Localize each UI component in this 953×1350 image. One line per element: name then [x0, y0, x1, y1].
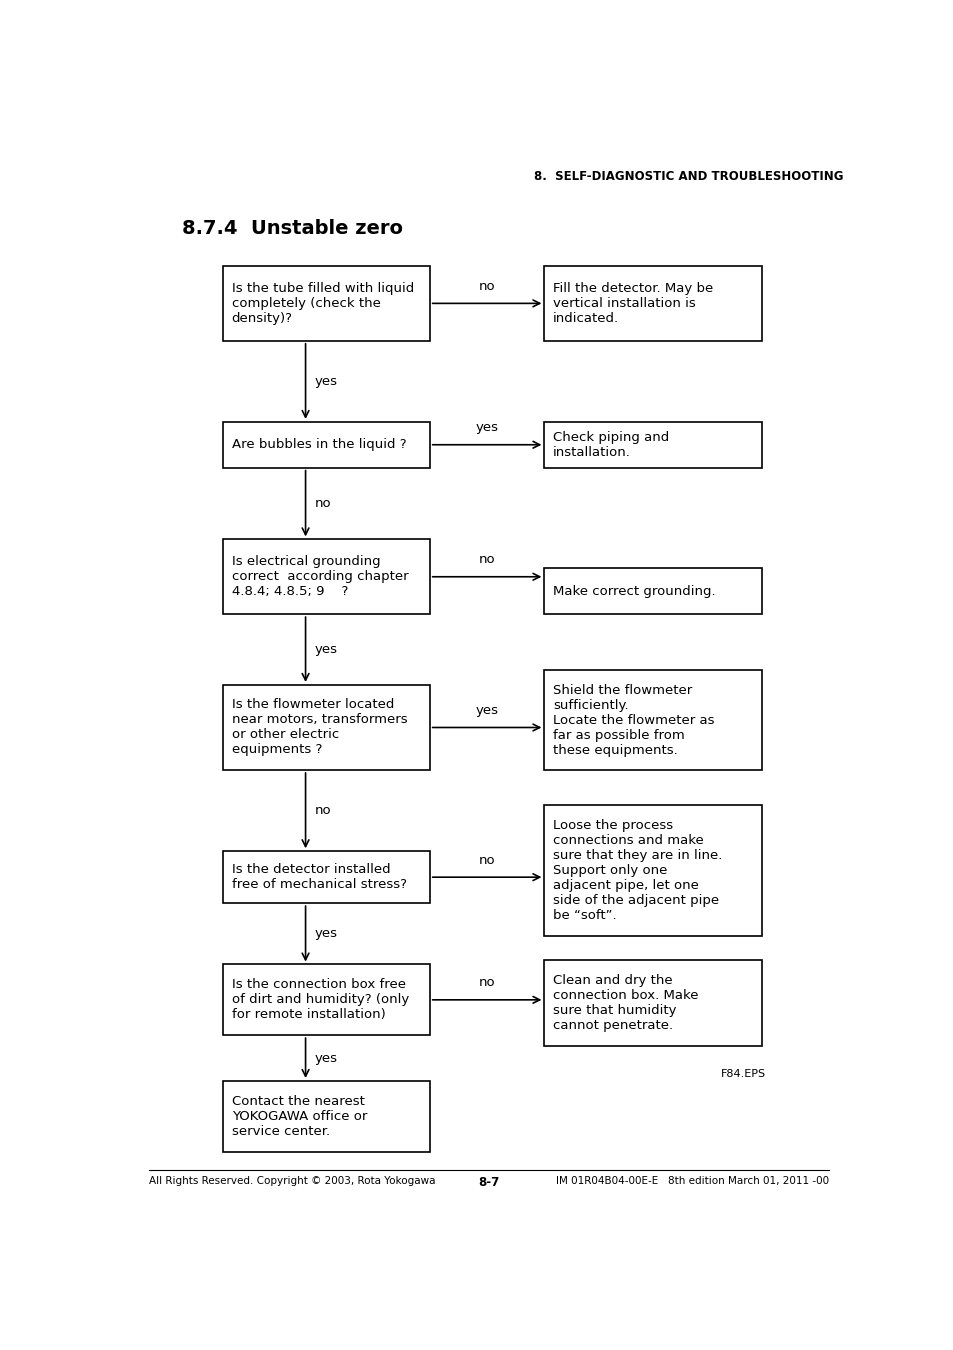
- Text: yes: yes: [314, 1052, 337, 1065]
- Text: Contact the nearest
YOKOGAWA office or
service center.: Contact the nearest YOKOGAWA office or s…: [232, 1095, 367, 1138]
- Text: Shield the flowmeter
sufficiently.
Locate the flowmeter as
far as possible from
: Shield the flowmeter sufficiently. Locat…: [553, 683, 714, 757]
- Text: yes: yes: [314, 927, 337, 941]
- Text: Are bubbles in the liquid ?: Are bubbles in the liquid ?: [232, 439, 406, 451]
- Text: Is the tube filled with liquid
completely (check the
density)?: Is the tube filled with liquid completel…: [232, 282, 414, 325]
- Text: 8.7.4  Unstable zero: 8.7.4 Unstable zero: [182, 219, 403, 238]
- FancyBboxPatch shape: [222, 1081, 429, 1152]
- FancyBboxPatch shape: [222, 964, 429, 1035]
- Text: Clean and dry the
connection box. Make
sure that humidity
cannot penetrate.: Clean and dry the connection box. Make s…: [553, 973, 698, 1031]
- FancyBboxPatch shape: [222, 540, 429, 614]
- Text: IM 01R04B04-00E-E   8th edition March 01, 2011 -00: IM 01R04B04-00E-E 8th edition March 01, …: [556, 1176, 828, 1185]
- Text: All Rights Reserved. Copyright © 2003, Rota Yokogawa: All Rights Reserved. Copyright © 2003, R…: [149, 1176, 435, 1185]
- FancyBboxPatch shape: [544, 568, 761, 614]
- Text: no: no: [478, 976, 495, 990]
- Text: no: no: [478, 853, 495, 867]
- Text: Is electrical grounding
correct  according chapter
4.8.4; 4.8.5; 9    ?: Is electrical grounding correct accordin…: [232, 555, 408, 598]
- Text: Is the flowmeter located
near motors, transformers
or other electric
equipments : Is the flowmeter located near motors, tr…: [232, 698, 407, 756]
- Text: Make correct grounding.: Make correct grounding.: [553, 585, 715, 598]
- Text: Is the connection box free
of dirt and humidity? (only
for remote installation): Is the connection box free of dirt and h…: [232, 979, 409, 1022]
- Text: no: no: [314, 805, 331, 817]
- FancyBboxPatch shape: [544, 671, 761, 770]
- FancyBboxPatch shape: [222, 852, 429, 903]
- Text: no: no: [478, 279, 495, 293]
- Text: yes: yes: [476, 421, 498, 435]
- FancyBboxPatch shape: [544, 266, 761, 340]
- Text: Loose the process
connections and make
sure that they are in line.
Support only : Loose the process connections and make s…: [553, 819, 721, 922]
- FancyBboxPatch shape: [544, 421, 761, 467]
- Text: 8.  SELF-DIAGNOSTIC AND TROUBLESHOOTING: 8. SELF-DIAGNOSTIC AND TROUBLESHOOTING: [534, 170, 842, 184]
- FancyBboxPatch shape: [222, 421, 429, 467]
- Text: 8-7: 8-7: [477, 1176, 499, 1188]
- Text: yes: yes: [314, 643, 337, 656]
- Text: Check piping and
installation.: Check piping and installation.: [553, 431, 669, 459]
- Text: F84.EPS: F84.EPS: [720, 1069, 765, 1079]
- FancyBboxPatch shape: [544, 806, 761, 937]
- Text: no: no: [314, 497, 331, 510]
- FancyBboxPatch shape: [222, 266, 429, 340]
- Text: Is the detector installed
free of mechanical stress?: Is the detector installed free of mechan…: [232, 863, 406, 891]
- Text: yes: yes: [476, 705, 498, 717]
- Text: Fill the detector. May be
vertical installation is
indicated.: Fill the detector. May be vertical insta…: [553, 282, 713, 325]
- FancyBboxPatch shape: [544, 960, 761, 1046]
- Text: yes: yes: [314, 375, 337, 387]
- FancyBboxPatch shape: [222, 684, 429, 770]
- Text: no: no: [478, 554, 495, 567]
